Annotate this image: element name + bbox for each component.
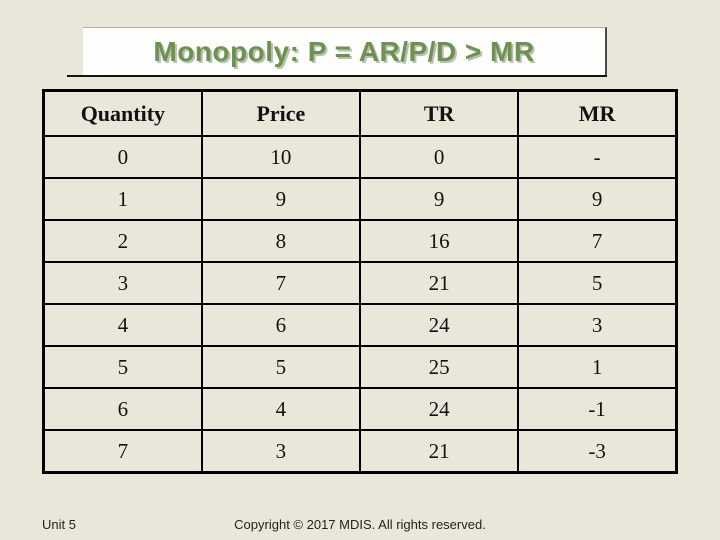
table-cell: -1	[517, 387, 678, 431]
table-cell: 3	[42, 261, 203, 305]
table-header-row: Quantity Price TR MR	[42, 89, 678, 137]
table-cell: 21	[358, 429, 520, 474]
column-header-price: Price	[200, 89, 362, 137]
table-cell: 5	[200, 345, 362, 389]
table-cell: -	[517, 135, 678, 179]
table-cell: 24	[358, 387, 520, 431]
table-cell: 6	[200, 303, 362, 347]
table-cell: 10	[200, 135, 362, 179]
table-row: 7 3 21 -3	[42, 429, 678, 474]
table-cell: 9	[358, 177, 520, 221]
table-cell: 3	[517, 303, 678, 347]
table-cell: 8	[200, 219, 362, 263]
column-header-mr: MR	[517, 89, 678, 137]
title-underline: Monopoly: P = AR/P/D > MR	[67, 27, 607, 77]
table-row: 1 9 9 9	[42, 177, 678, 221]
table-cell: 0	[358, 135, 520, 179]
table-cell: 1	[42, 177, 203, 221]
table-row: 5 5 25 1	[42, 345, 678, 389]
column-header-quantity: Quantity	[42, 89, 203, 137]
table-row: 4 6 24 3	[42, 303, 678, 347]
table-cell: 7	[42, 429, 203, 474]
table-cell: -3	[517, 429, 678, 474]
table-cell: 4	[200, 387, 362, 431]
table-cell: 25	[358, 345, 520, 389]
title-box: Monopoly: P = AR/P/D > MR	[83, 27, 607, 75]
column-header-tr: TR	[358, 89, 520, 137]
table-cell: 4	[42, 303, 203, 347]
footer-copyright: Copyright © 2017 MDIS. All rights reserv…	[234, 517, 486, 532]
table-row: 3 7 21 5	[42, 261, 678, 305]
table-cell: 24	[358, 303, 520, 347]
footer-unit-label: Unit 5	[42, 517, 76, 532]
table-cell: 2	[42, 219, 203, 263]
table-cell: 21	[358, 261, 520, 305]
table-cell: 5	[42, 345, 203, 389]
table-cell: 3	[200, 429, 362, 474]
slide-title: Monopoly: P = AR/P/D > MR	[153, 35, 535, 67]
table-cell: 9	[517, 177, 678, 221]
table-cell: 16	[358, 219, 520, 263]
table-cell: 6	[42, 387, 203, 431]
table-cell: 1	[517, 345, 678, 389]
table-cell: 5	[517, 261, 678, 305]
table-cell: 7	[200, 261, 362, 305]
table-cell: 0	[42, 135, 203, 179]
table-cell: 7	[517, 219, 678, 263]
table-row: 6 4 24 -1	[42, 387, 678, 431]
table-row: 0 10 0 -	[42, 135, 678, 179]
table-cell: 9	[200, 177, 362, 221]
table-row: 2 8 16 7	[42, 219, 678, 263]
data-table: Quantity Price TR MR 0 10 0 - 1 9 9 9 2 …	[42, 89, 678, 474]
